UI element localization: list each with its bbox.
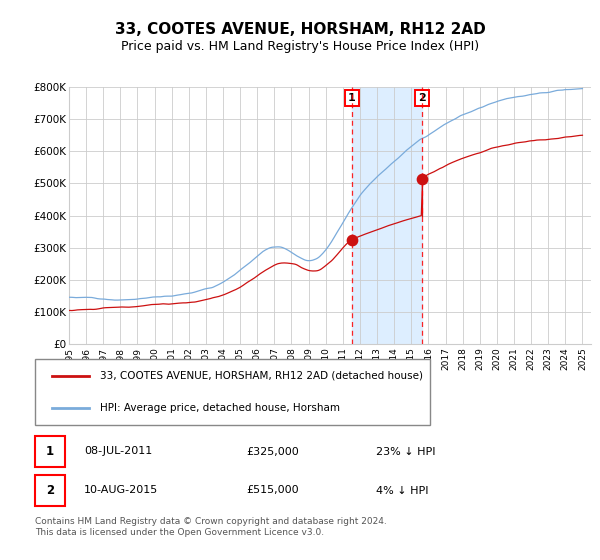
Text: 33, COOTES AVENUE, HORSHAM, RH12 2AD: 33, COOTES AVENUE, HORSHAM, RH12 2AD bbox=[115, 22, 485, 38]
Text: 2: 2 bbox=[46, 484, 54, 497]
Text: Contains HM Land Registry data © Crown copyright and database right 2024.
This d: Contains HM Land Registry data © Crown c… bbox=[35, 517, 387, 536]
Text: 33, COOTES AVENUE, HORSHAM, RH12 2AD (detached house): 33, COOTES AVENUE, HORSHAM, RH12 2AD (de… bbox=[100, 371, 423, 381]
Bar bbox=[352, 87, 422, 344]
Text: 4% ↓ HPI: 4% ↓ HPI bbox=[376, 486, 428, 496]
Text: 2: 2 bbox=[418, 93, 425, 103]
Text: £515,000: £515,000 bbox=[246, 486, 299, 496]
Text: 23% ↓ HPI: 23% ↓ HPI bbox=[376, 446, 435, 456]
Text: 10-AUG-2015: 10-AUG-2015 bbox=[84, 486, 158, 496]
Text: £325,000: £325,000 bbox=[246, 446, 299, 456]
Point bbox=[417, 174, 427, 183]
Text: Price paid vs. HM Land Registry's House Price Index (HPI): Price paid vs. HM Land Registry's House … bbox=[121, 40, 479, 53]
Point bbox=[347, 235, 356, 244]
Text: HPI: Average price, detached house, Horsham: HPI: Average price, detached house, Hors… bbox=[100, 403, 340, 413]
Text: 1: 1 bbox=[348, 93, 356, 103]
Text: 1: 1 bbox=[46, 445, 54, 458]
FancyBboxPatch shape bbox=[35, 360, 430, 424]
FancyBboxPatch shape bbox=[35, 475, 65, 506]
FancyBboxPatch shape bbox=[35, 436, 65, 467]
Text: 08-JUL-2011: 08-JUL-2011 bbox=[84, 446, 152, 456]
